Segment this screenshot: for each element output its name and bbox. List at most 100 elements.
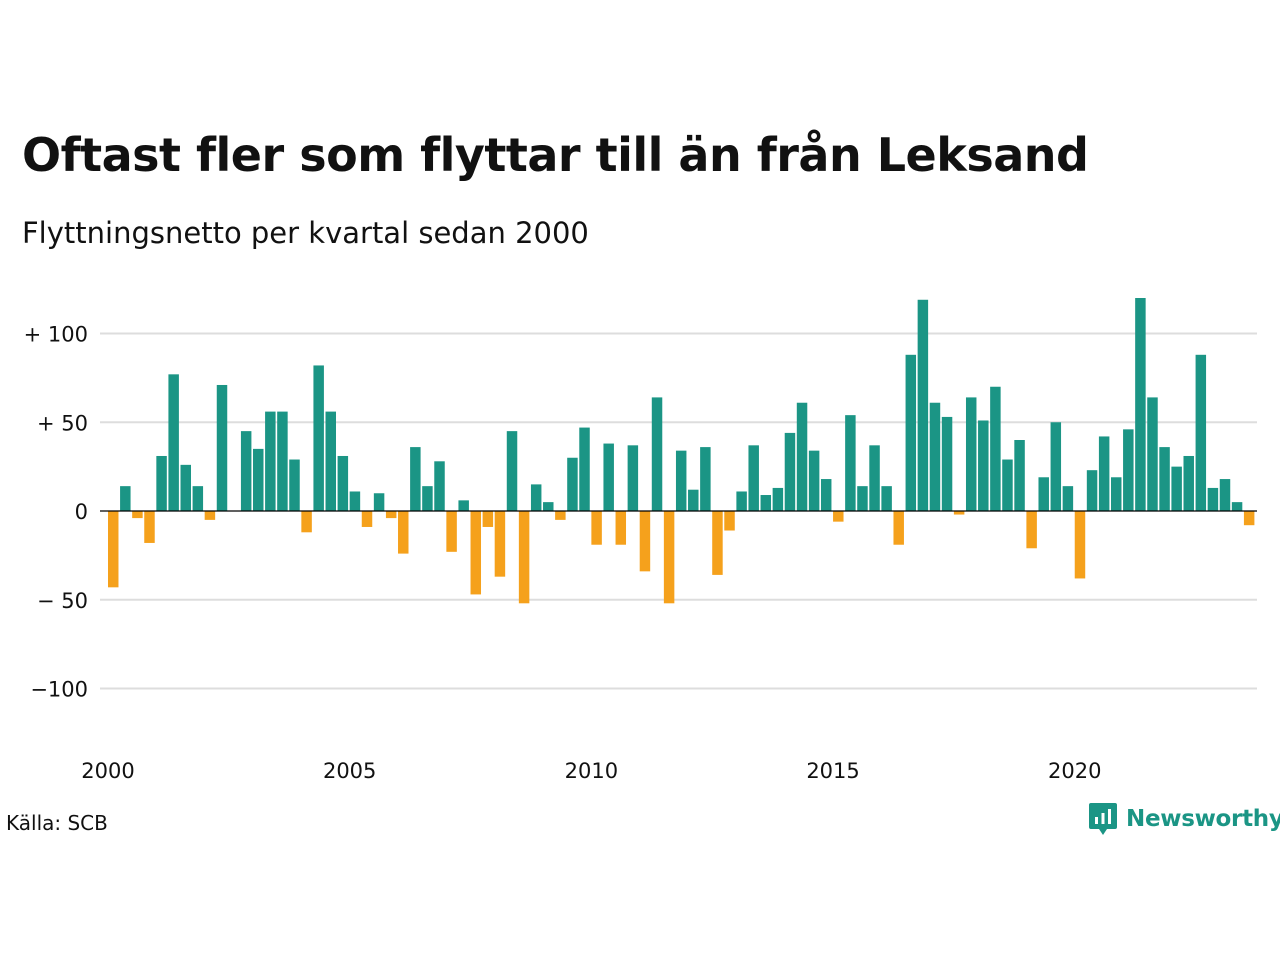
bar-2000-k2 xyxy=(120,486,131,511)
y-tick-label: + 100 xyxy=(24,323,88,347)
y-tick-label: − 50 xyxy=(37,589,88,613)
bars xyxy=(108,298,1255,604)
bar-2006-k3 xyxy=(422,486,433,511)
x-tick-label: 2005 xyxy=(323,759,376,783)
brand-logo[interactable]: Newsworthy xyxy=(1088,802,1280,836)
bar-2018-k1 xyxy=(978,420,989,511)
bar-2003-k2 xyxy=(265,411,276,511)
x-tick-label: 2000 xyxy=(81,759,134,783)
bar-2015-k4 xyxy=(869,445,880,511)
bar-2022-k3 xyxy=(1195,354,1207,511)
bar-2020-k1 xyxy=(1074,511,1086,579)
bar-2002-k1 xyxy=(204,511,216,520)
bar-2011-k1 xyxy=(639,511,651,572)
bar-2021-k4 xyxy=(1159,447,1170,511)
bar-2016-k1 xyxy=(881,486,892,511)
bar-2022-k4 xyxy=(1207,487,1219,511)
bar-2006-k2 xyxy=(410,447,421,511)
bar-2013-k1 xyxy=(736,491,747,511)
y-tick-label: 0 xyxy=(75,500,88,524)
bar-2003-k1 xyxy=(253,448,264,512)
bar-2016-k3 xyxy=(905,354,917,511)
bar-2001-k4 xyxy=(192,486,204,511)
gridlines xyxy=(100,332,1257,690)
bar-2007-k4 xyxy=(482,511,494,527)
bar-2020-k2 xyxy=(1086,470,1098,511)
bar-2021-k1 xyxy=(1123,429,1134,511)
x-tick-label: 2020 xyxy=(1048,759,1101,783)
bar-2006-k1 xyxy=(398,511,409,554)
bar-2016-k4 xyxy=(917,299,929,511)
bar-2002-k4 xyxy=(240,431,252,512)
bar-2004-k3 xyxy=(325,411,336,511)
bar-2020-k3 xyxy=(1098,436,1110,511)
bar-2013-k4 xyxy=(772,487,784,511)
bar-2008-k4 xyxy=(530,484,542,512)
bar-2016-k2 xyxy=(893,511,904,545)
bar-2010-k1 xyxy=(591,511,602,545)
bar-2010-k4 xyxy=(627,445,639,511)
bar-2000-k3 xyxy=(132,511,143,519)
bar-2017-k2 xyxy=(941,416,953,511)
bar-2004-k1 xyxy=(301,511,312,533)
brand-name: Newsworthy xyxy=(1126,806,1280,832)
bar-2022-k2 xyxy=(1183,455,1194,511)
bar-2011-k3 xyxy=(663,511,675,604)
y-tick-label: + 50 xyxy=(37,411,88,435)
bar-2015-k2 xyxy=(845,415,856,511)
source-note: Källa: SCB xyxy=(6,811,108,835)
bar-2023-k2 xyxy=(1231,502,1243,512)
bar-2014-k2 xyxy=(796,402,808,511)
bar-2009-k1 xyxy=(543,502,554,512)
bar-2005-k4 xyxy=(385,511,397,519)
bar-2004-k4 xyxy=(337,455,349,511)
bar-2007-k2 xyxy=(458,500,469,511)
bar-2011-k4 xyxy=(675,450,687,511)
x-tick-label: 2010 xyxy=(565,759,618,783)
bar-2000-k4 xyxy=(144,511,155,543)
bar-2005-k2 xyxy=(361,511,373,527)
bar-2019-k2 xyxy=(1038,477,1049,511)
bar-2005-k3 xyxy=(373,493,385,511)
bar-2019-k3 xyxy=(1050,422,1062,511)
bar-2015-k1 xyxy=(833,511,844,522)
bar-2022-k1 xyxy=(1171,466,1182,512)
bar-2018-k4 xyxy=(1014,440,1025,511)
chart-title: Oftast fler som flyttar till än från Lek… xyxy=(22,128,1089,182)
bar-2020-k4 xyxy=(1110,477,1122,511)
bar-2023-k3 xyxy=(1243,511,1255,526)
bar-2019-k1 xyxy=(1026,511,1037,549)
bar-2015-k3 xyxy=(857,486,868,511)
bar-2007-k3 xyxy=(470,511,482,595)
bar-2014-k4 xyxy=(820,479,832,511)
bar-2017-k1 xyxy=(929,402,941,511)
bar-2010-k3 xyxy=(615,511,627,545)
bar-2014-k3 xyxy=(808,450,820,511)
bar-2017-k4 xyxy=(965,397,977,511)
bar-2000-k1 xyxy=(108,511,119,588)
bar-2023-k1 xyxy=(1219,479,1231,511)
bar-2012-k1 xyxy=(688,489,699,511)
x-axis-tick-labels: 2000 2005 2010 2015 2020 xyxy=(81,759,1101,783)
bar-2013-k3 xyxy=(760,495,772,511)
bar-2012-k4 xyxy=(724,511,735,531)
bar-2019-k4 xyxy=(1062,486,1074,511)
bar-2001-k3 xyxy=(180,464,191,511)
bar-2003-k3 xyxy=(277,411,288,511)
bar-2013-k2 xyxy=(748,445,759,511)
bar-2001-k2 xyxy=(168,374,179,511)
bar-2021-k3 xyxy=(1147,397,1158,511)
y-tick-label: −100 xyxy=(30,678,88,702)
bar-2018-k2 xyxy=(990,386,1001,511)
bar-2001-k1 xyxy=(156,455,167,511)
bar-2008-k3 xyxy=(518,511,530,604)
bar-2014-k1 xyxy=(784,432,796,511)
bar-2009-k2 xyxy=(555,511,566,520)
bar-2010-k2 xyxy=(603,443,614,511)
bar-2017-k3 xyxy=(953,511,965,515)
bar-2004-k2 xyxy=(313,365,324,511)
bar-2007-k1 xyxy=(446,511,457,552)
x-tick-label: 2015 xyxy=(806,759,859,783)
bar-2011-k2 xyxy=(651,397,663,511)
